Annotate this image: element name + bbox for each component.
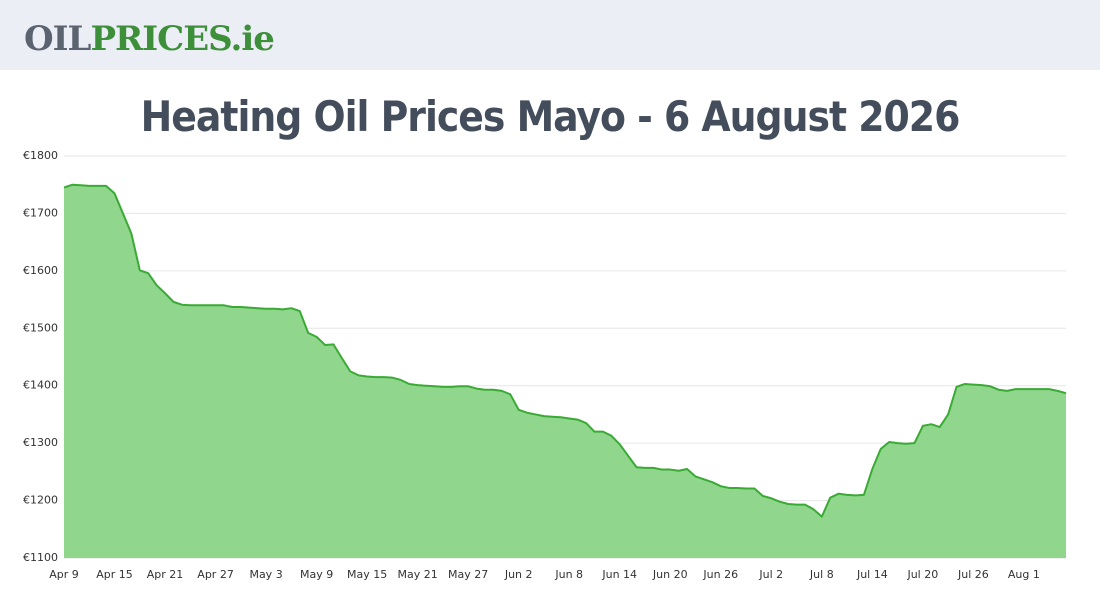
x-tick-label: Apr 21 — [147, 568, 184, 581]
x-tick-label: Jun 2 — [504, 568, 533, 581]
y-tick-label: €1600 — [23, 264, 58, 277]
header-bar — [0, 0, 1100, 70]
y-tick-label: €1700 — [23, 206, 58, 219]
y-tick-label: €1300 — [23, 436, 58, 449]
y-tick-label: €1800 — [23, 149, 58, 162]
y-tick-label: €1500 — [23, 321, 58, 334]
x-tick-label: Jul 14 — [856, 568, 888, 581]
x-tick-label: May 21 — [398, 568, 438, 581]
x-tick-label: Apr 15 — [96, 568, 133, 581]
logo-part[interactable]: OIL — [24, 19, 93, 59]
x-tick-label: Apr 9 — [49, 568, 79, 581]
area-fill — [64, 184, 1066, 558]
x-tick-label: Jul 8 — [809, 568, 834, 581]
logo-part[interactable]: PRICES.ie — [90, 19, 275, 59]
x-tick-label: Jun 8 — [554, 568, 583, 581]
x-tick-label: May 3 — [249, 568, 282, 581]
x-tick-label: May 27 — [448, 568, 488, 581]
y-tick-label: €1400 — [23, 379, 58, 392]
chart-title: Heating Oil Prices Mayo - 6 August 2026 — [141, 92, 960, 141]
x-tick-label: Jul 20 — [906, 568, 938, 581]
x-tick-label: Jun 14 — [601, 568, 637, 581]
x-tick-label: May 15 — [347, 568, 387, 581]
x-tick-label: Jul 2 — [758, 568, 783, 581]
x-tick-label: Apr 27 — [197, 568, 234, 581]
x-tick-label: Aug 1 — [1008, 568, 1040, 581]
x-tick-label: May 9 — [300, 568, 333, 581]
x-tick-label: Jul 26 — [957, 568, 989, 581]
area-line — [63, 183, 1067, 518]
logo[interactable]: OILPRICES.ie — [24, 19, 275, 59]
y-tick-label: €1200 — [23, 494, 58, 507]
x-tick-label: Jun 20 — [652, 568, 688, 581]
y-tick-label: €1100 — [23, 551, 58, 564]
x-tick-label: Jun 26 — [702, 568, 738, 581]
